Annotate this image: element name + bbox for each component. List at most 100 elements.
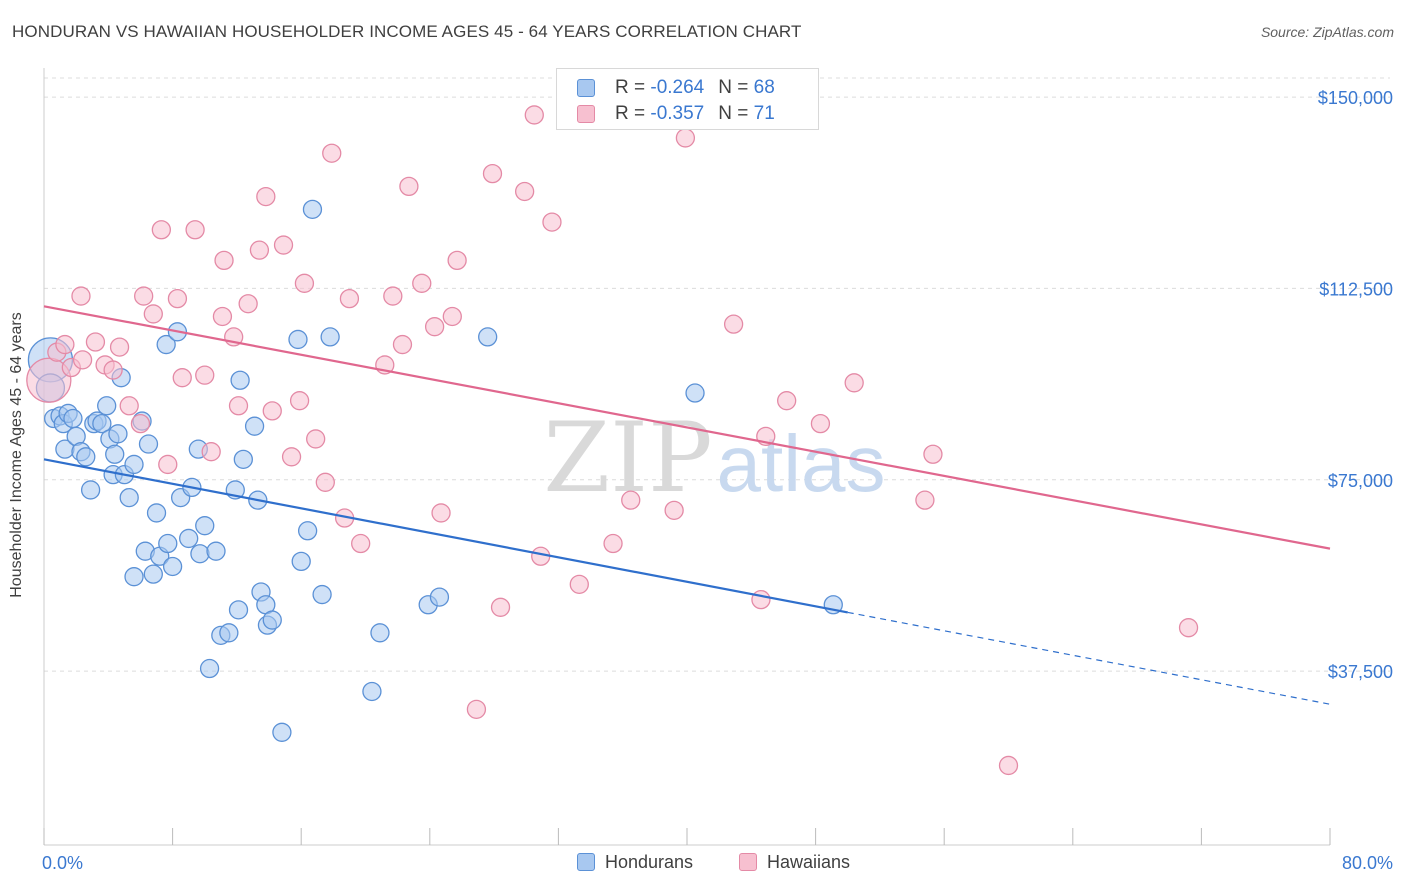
hawaiian-point (531, 546, 551, 566)
source-label: Source: ZipAtlas.com (1260, 24, 1394, 40)
bottom-legend-hondurans: Hondurans (577, 852, 693, 873)
hawaiian-point (289, 391, 310, 411)
honduran-point (76, 447, 96, 467)
hawaiian-point (998, 755, 1019, 776)
hawaiian-point (273, 235, 294, 255)
hawaiian-point (777, 391, 797, 411)
watermark: ZIP atlas (543, 402, 885, 514)
hawaiian-point (810, 413, 831, 434)
honduran-point (297, 521, 318, 541)
honduran-point (244, 416, 265, 436)
honduran-point (429, 587, 450, 607)
honduran-point (478, 327, 498, 347)
hawaiian-point (603, 533, 623, 554)
trend-line-hondurans (43, 458, 848, 614)
hawaiian-point (923, 444, 943, 464)
legend-r-label: R = (615, 77, 651, 98)
x-tick-label-min: 0.0% (42, 853, 83, 873)
hawaiian-point (569, 574, 589, 594)
y-tick-label: $37,500 (1328, 662, 1393, 682)
hawaiian-point (915, 490, 935, 510)
y-tick-label: $150,000 (1318, 88, 1393, 108)
axes (43, 68, 1331, 846)
hawaiian-point (103, 360, 123, 380)
honduran-point (291, 551, 311, 572)
hawaiian-point (482, 163, 503, 184)
tick-labels: $37,500 $75,000 $112,500 $150,000 0.0% 80.0% (42, 88, 1393, 873)
hawaiian-point (214, 250, 234, 271)
honduran-point (230, 370, 250, 390)
x-tick-label-max: 80.0% (1342, 853, 1393, 873)
honduran-point (233, 449, 253, 469)
honduran-point (190, 544, 210, 564)
hawaiian-point (55, 334, 75, 355)
hawaiian-point (228, 396, 249, 416)
hawaiian-point (172, 368, 192, 388)
hawaiian-point (315, 472, 335, 492)
bottom-legend-swatch-hawaiians (739, 853, 757, 871)
hawaiian-point (306, 429, 326, 449)
chart-title: HONDURAN VS HAWAIIAN HOUSEHOLDER INCOME … (12, 22, 802, 41)
honduran-point (179, 528, 199, 549)
honduran-point (124, 567, 144, 587)
hawaiian-point (294, 273, 315, 293)
honduran-point (146, 503, 167, 523)
hawaiian-point (322, 143, 342, 163)
honduran-point (124, 454, 144, 475)
hawaiian-point (167, 288, 188, 309)
legend-r-value: -0.264 (650, 77, 705, 98)
hawaiian-point (109, 337, 130, 357)
hawaiian-point (383, 286, 403, 306)
honduran-point (143, 564, 163, 584)
hawaiian-point (621, 490, 641, 510)
honduran-point (158, 533, 178, 554)
hawaiian-point (424, 317, 445, 337)
honduran-point (80, 480, 101, 500)
hawaiian-point (447, 250, 467, 271)
hawaiian-point (490, 597, 511, 617)
correlation-legend: R = -0.264 N = 68 R = -0.357 N = 71 (556, 68, 819, 130)
hawaiian-point (431, 503, 451, 523)
hawaiian-point (339, 288, 360, 309)
hawaiian-point (249, 240, 270, 260)
watermark-atlas: atlas (717, 419, 886, 508)
honduran-point (63, 408, 83, 429)
honduran-point (288, 329, 308, 350)
y-axis-label: Householder Income Ages 45 - 64 years (8, 312, 25, 598)
hawaiian-point (72, 350, 93, 370)
legend-n-value: 71 (753, 103, 775, 124)
honduran-point (206, 541, 226, 561)
legend-r-value: -0.357 (650, 103, 705, 124)
hawaiian-point (201, 442, 221, 462)
legend-n-label: N = (718, 77, 754, 98)
hawaiian-point (466, 699, 487, 719)
hawaiian-point (1178, 618, 1199, 638)
hawaiian-point (514, 181, 535, 202)
trend-line-hawaiians (43, 305, 1331, 550)
honduran-point (97, 396, 117, 416)
hawaiian-point (351, 533, 371, 554)
hawaiian-point (195, 365, 215, 385)
y-tick-label: $112,500 (1319, 279, 1393, 299)
honduran-point (228, 600, 249, 620)
honduran-point (105, 444, 125, 464)
legend-swatch-hondurans (577, 79, 595, 97)
bottom-legend-hawaiians: Hawaiians (739, 852, 850, 873)
honduran-point (370, 623, 390, 643)
hawaiian-point (281, 447, 302, 467)
hawaiian-point (119, 396, 139, 416)
hawaiian-point (238, 294, 258, 314)
bottom-legend-swatch-hondurans (577, 853, 595, 871)
honduran-point (685, 383, 705, 403)
hawaiian-point (85, 332, 106, 352)
honduran-point (320, 327, 340, 347)
hawaiian-point (542, 212, 562, 232)
honduran-point (108, 424, 128, 444)
honduran-point (272, 722, 292, 742)
honduran-point (195, 516, 215, 536)
honduran-point (119, 487, 139, 508)
hawaiian-point (262, 401, 282, 421)
hawaiian-point (151, 220, 171, 240)
honduran-point (219, 623, 239, 643)
